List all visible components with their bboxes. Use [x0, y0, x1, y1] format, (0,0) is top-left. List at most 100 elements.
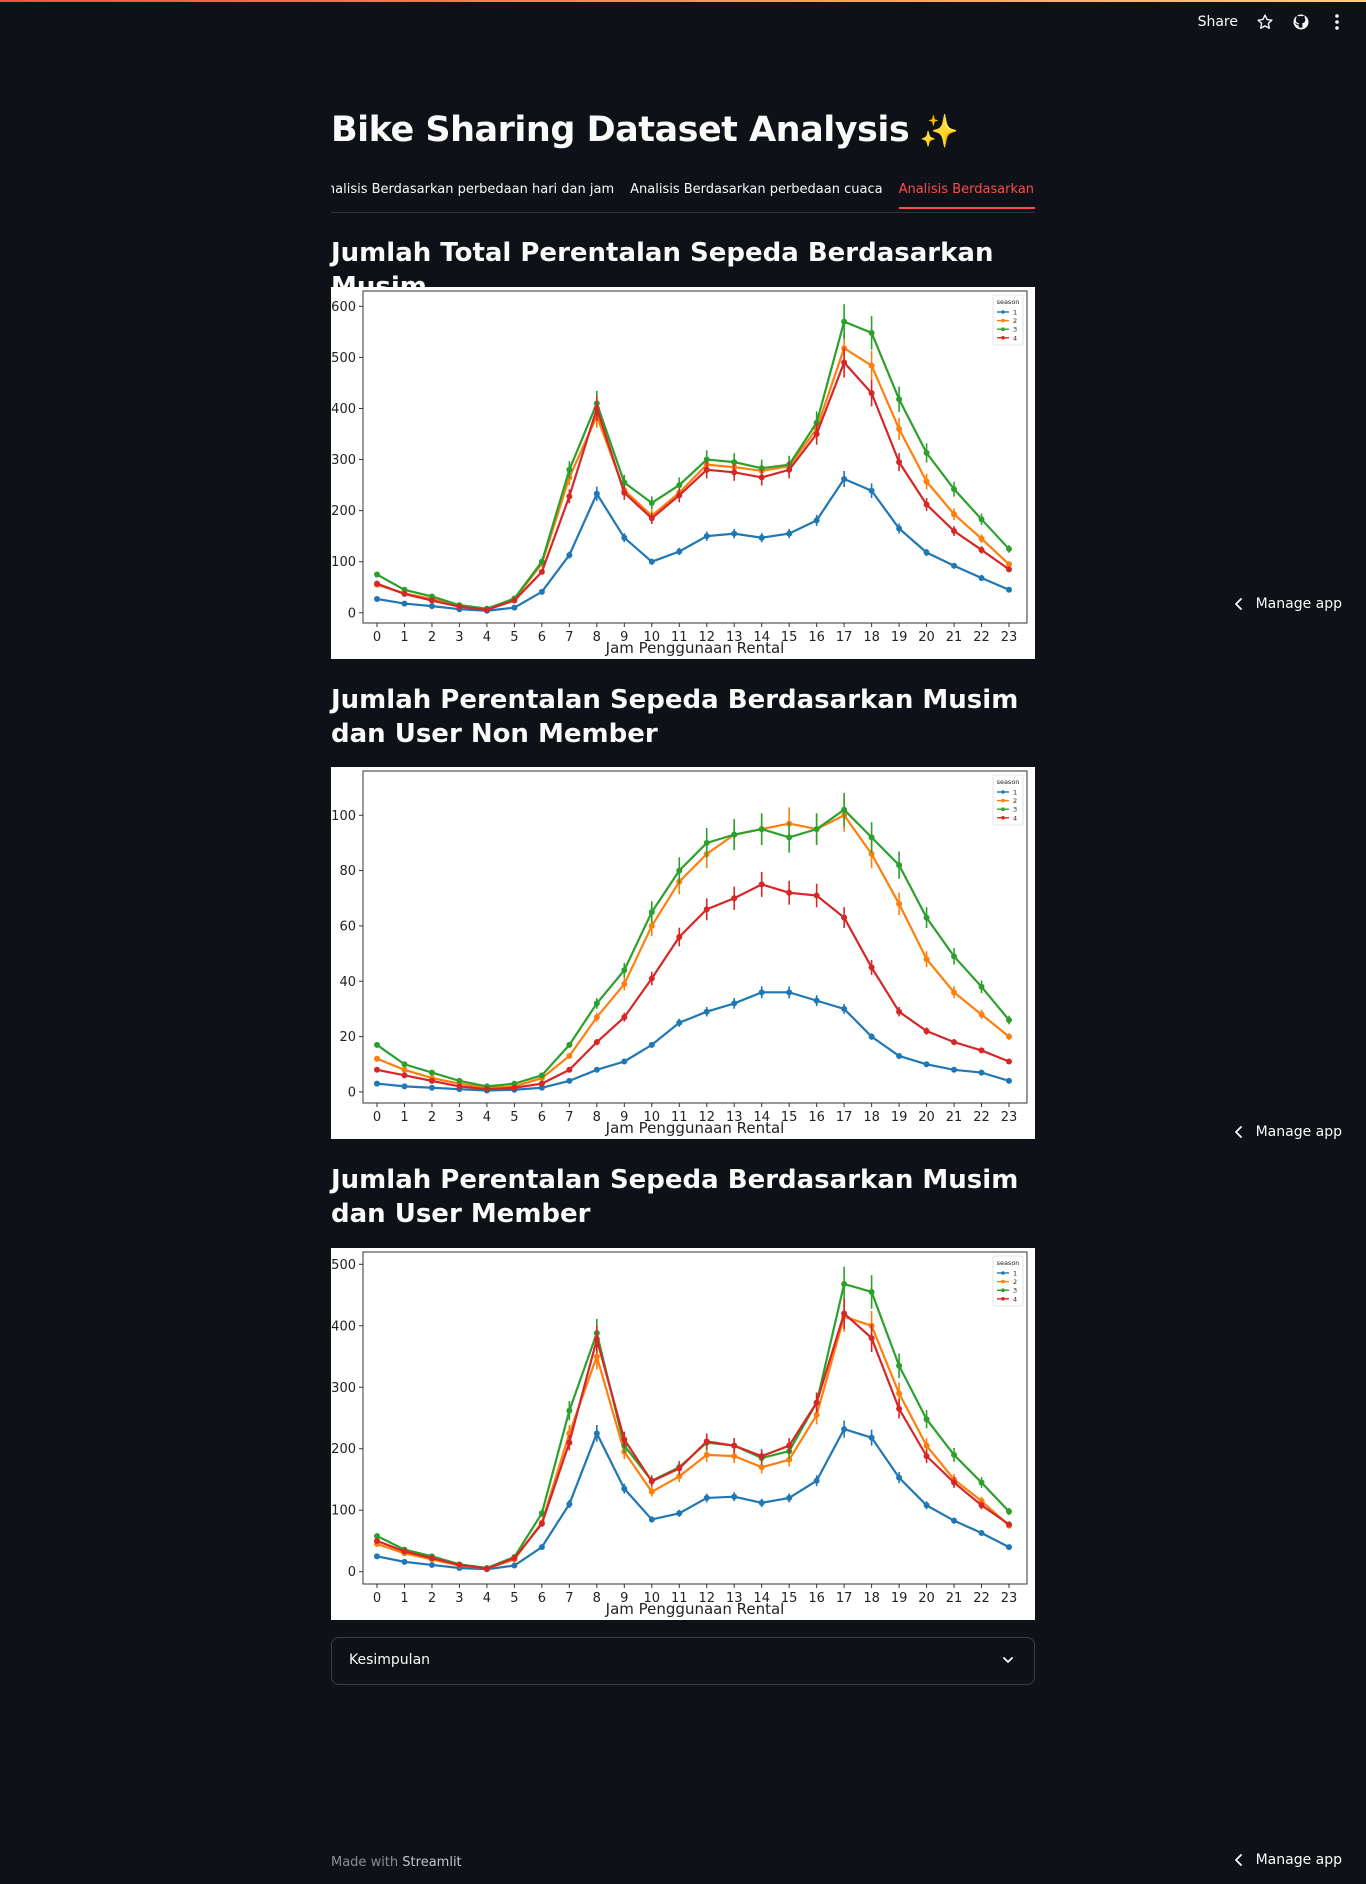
data-point — [813, 1477, 820, 1484]
data-point — [538, 1544, 545, 1551]
more-vertical-icon[interactable] — [1326, 11, 1348, 33]
data-point — [923, 914, 930, 921]
x-tick-label: 0 — [373, 1110, 381, 1125]
data-point — [566, 1052, 573, 1059]
data-point — [593, 1430, 600, 1437]
data-point — [978, 1479, 985, 1486]
data-point — [621, 1058, 628, 1065]
x-tick-label: 4 — [483, 630, 491, 645]
plot-area — [362, 290, 1028, 624]
x-tick-label: 22 — [973, 1110, 990, 1125]
data-point — [731, 469, 738, 476]
x-tick-label: 2 — [428, 1591, 436, 1606]
data-point — [374, 1080, 380, 1087]
x-tick-label: 16 — [808, 630, 825, 645]
x-tick-label: 23 — [1001, 1110, 1018, 1125]
legend-entry: 4 — [1013, 334, 1017, 342]
data-point — [1006, 1521, 1012, 1528]
data-point — [428, 1077, 435, 1084]
data-point — [813, 431, 820, 438]
data-point — [731, 1453, 738, 1460]
tab-hari-jam[interactable]: Analisis Berdasarkan perbedaan hari dan … — [331, 182, 615, 197]
data-point — [1006, 1033, 1012, 1040]
data-point — [648, 558, 655, 565]
data-point — [923, 478, 930, 485]
data-point — [786, 989, 793, 996]
github-icon[interactable] — [1290, 11, 1312, 33]
x-tick-label: 14 — [753, 1110, 770, 1125]
data-point — [428, 603, 435, 610]
x-tick-label: 1 — [400, 630, 408, 645]
tab-cuaca[interactable]: Analisis Berdasarkan perbedaan cuaca — [630, 182, 883, 197]
data-point — [951, 1517, 958, 1524]
data-point — [951, 1039, 958, 1046]
x-tick-label: 5 — [510, 1110, 518, 1125]
data-point — [648, 922, 655, 929]
legend-marker — [1001, 790, 1005, 794]
x-tick-label: 14 — [753, 1591, 770, 1606]
y-tick-label: 80 — [339, 864, 356, 879]
legend-entry: 2 — [1013, 317, 1017, 325]
x-tick-label: 6 — [538, 1591, 546, 1606]
data-point — [703, 1438, 710, 1445]
x-tick-label: 20 — [918, 1110, 935, 1125]
data-point — [841, 1005, 848, 1012]
legend-marker — [1001, 1288, 1005, 1292]
x-tick-label: 4 — [483, 1110, 491, 1125]
legend-entry: 2 — [1013, 1278, 1017, 1286]
data-point — [621, 1485, 628, 1492]
y-tick-label: 500 — [331, 351, 356, 366]
x-tick-label: 22 — [973, 1591, 990, 1606]
data-point — [758, 1499, 765, 1506]
data-point — [841, 914, 848, 921]
y-tick-label: 0 — [348, 606, 356, 621]
plot-area — [362, 770, 1028, 1104]
manage-app-button[interactable]: Manage app — [1234, 1852, 1342, 1868]
y-tick-label: 300 — [331, 453, 356, 468]
x-tick-label: 12 — [698, 1591, 715, 1606]
footer-streamlit-link[interactable]: Streamlit — [402, 1855, 462, 1870]
data-point — [1006, 1017, 1012, 1023]
data-point — [951, 1451, 958, 1458]
data-point — [538, 568, 545, 575]
data-point — [676, 492, 683, 499]
manage-app-button[interactable]: Manage app — [1234, 596, 1342, 612]
legend-entry: 1 — [1013, 789, 1017, 797]
legend-marker — [1001, 1297, 1005, 1301]
page-title: Bike Sharing Dataset Analysis ✨ — [331, 110, 959, 150]
series-line-1 — [376, 477, 1010, 612]
x-tick-label: 6 — [538, 630, 546, 645]
data-point — [868, 390, 875, 397]
data-point — [703, 839, 710, 846]
y-tick-label: 40 — [339, 975, 356, 990]
data-point — [786, 1442, 793, 1449]
x-tick-label: 20 — [918, 630, 935, 645]
legend-entry: 3 — [1013, 1287, 1017, 1295]
data-point — [593, 1000, 600, 1007]
legend-entry: 3 — [1013, 806, 1017, 814]
data-point — [401, 1558, 408, 1565]
manage-app-button[interactable]: Manage app — [1234, 1124, 1342, 1140]
legend-entry: 3 — [1013, 326, 1017, 334]
x-tick-label: 9 — [620, 1591, 628, 1606]
legend-entry: 4 — [1013, 814, 1017, 822]
data-point — [896, 396, 903, 403]
star-icon[interactable] — [1254, 11, 1276, 33]
data-point — [951, 511, 958, 518]
data-point — [923, 1028, 930, 1035]
data-point — [923, 1061, 930, 1068]
legend-entry: 4 — [1013, 1295, 1017, 1303]
header-decoration-bar — [0, 0, 1366, 2]
legend-marker — [1001, 1279, 1005, 1284]
legend-marker — [1001, 310, 1005, 314]
share-button[interactable]: Share — [1197, 14, 1238, 30]
kesimpulan-expander[interactable]: Kesimpulan — [331, 1637, 1035, 1685]
x-tick-label: 12 — [698, 1110, 715, 1125]
data-point — [896, 459, 903, 466]
data-point — [428, 1069, 435, 1076]
data-point — [978, 575, 985, 582]
tab-musim[interactable]: Analisis Berdasarkan perbedaan musim — [898, 182, 1035, 209]
data-point — [538, 1520, 545, 1527]
data-point — [511, 1084, 518, 1091]
